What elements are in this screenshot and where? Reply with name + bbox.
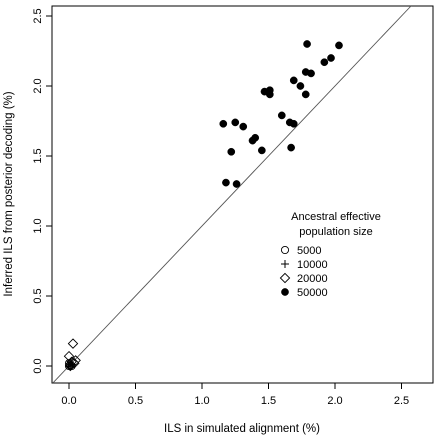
data-point-50000: [219, 119, 228, 128]
x-tick-label: 0.0: [61, 395, 76, 407]
data-point-50000: [258, 146, 266, 155]
data-point-50000: [232, 180, 241, 188]
data-point-50000: [222, 178, 230, 187]
data-point-20000: [69, 357, 80, 369]
legend-marker-50000: [281, 288, 289, 296]
y-tick-label: 2.0: [32, 78, 44, 93]
x-tick-label: 1.5: [261, 395, 276, 407]
x-tick-label: 1.0: [194, 395, 209, 407]
data-point-50000: [289, 76, 298, 85]
data-point-50000: [303, 40, 311, 48]
legend-marker-20000: [279, 272, 291, 284]
y-tick-label: 0.5: [32, 288, 44, 303]
legend: Ancestral effective population size 5000…: [279, 211, 381, 299]
data-point-20000: [67, 338, 79, 349]
x-tick-label: 2.5: [394, 395, 409, 407]
legend-title-line1: Ancestral effective: [291, 211, 381, 223]
axes-group: 0.0 0.5 1.0 1.5 2.0 2.5 0.0 0.5 1.0 1.5 2.0 2.5: [32, 8, 409, 407]
y-tick-label: 1.5: [32, 148, 44, 163]
y-axis-title: Inferred ILS from posterior decoding (%): [3, 91, 15, 296]
data-point-20000: [70, 355, 81, 366]
data-point-50000: [239, 122, 248, 131]
legend-entries: 5000 10000 20000 50000: [279, 245, 328, 299]
data-point-20000: [66, 356, 77, 368]
legend-label: 5000: [297, 245, 321, 257]
data-point-20000: [63, 350, 75, 362]
data-point-50000: [289, 119, 298, 128]
points-group: [63, 40, 343, 372]
legend-marker-10000: [281, 260, 289, 268]
data-point-50000: [287, 143, 295, 152]
data-point-50000: [277, 111, 286, 120]
data-point-50000: [296, 82, 305, 90]
data-point-50000: [335, 41, 343, 50]
plot-frame: [51, 5, 434, 384]
data-point-50000: [320, 58, 329, 67]
data-point-50000: [265, 90, 274, 99]
x-tick-label: 0.5: [128, 395, 143, 407]
legend-label: 20000: [297, 273, 328, 285]
data-point-20000: [65, 360, 76, 372]
legend-label: 50000: [297, 287, 328, 299]
data-point-50000: [227, 147, 236, 156]
data-point-50000: [307, 69, 315, 78]
x-axis-title: ILS in simulated alignment (%): [164, 423, 320, 435]
data-point-50000: [327, 54, 335, 62]
data-point-50000: [248, 136, 257, 145]
data-point-50000: [231, 118, 240, 127]
y-tick-label: 1.0: [32, 218, 44, 233]
y-tick-label: 2.5: [32, 8, 44, 23]
x-tick-label: 2.0: [327, 395, 342, 407]
legend-title-line2: population size: [299, 226, 372, 238]
y-tick-label: 0.0: [32, 358, 44, 373]
data-point-50000: [301, 90, 310, 99]
legend-label: 10000: [297, 259, 328, 271]
reference-line-y-equals-x: [52, 5, 412, 384]
reference-line-group: [52, 5, 412, 384]
legend-marker-5000: [280, 245, 290, 255]
